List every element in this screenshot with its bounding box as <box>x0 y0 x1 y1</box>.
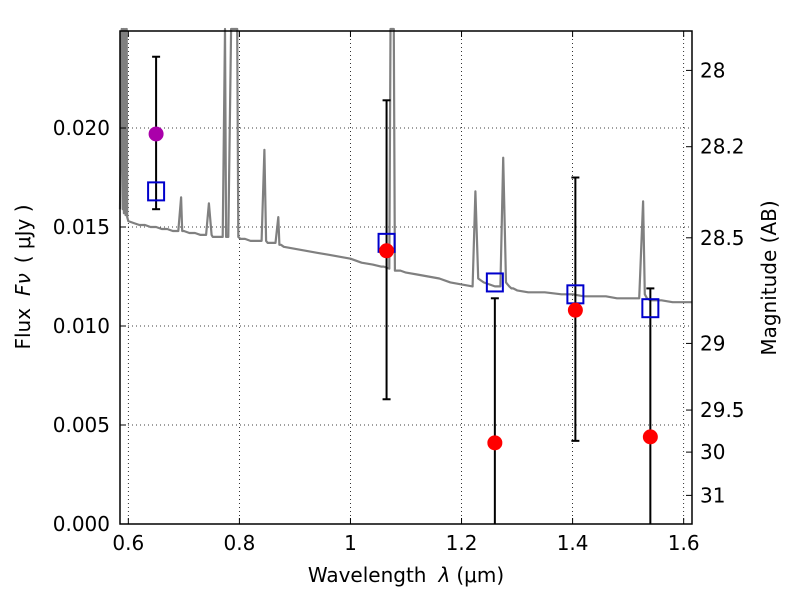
y2-axis-title: Magnitude (AB) <box>757 200 781 355</box>
synthetic-flux-marker <box>485 272 504 293</box>
y-axis-title: FluxFν( μJy ) <box>11 204 35 349</box>
x-tick-label: 1.6 <box>668 531 700 555</box>
y-tick-label: 0.010 <box>53 314 110 338</box>
x-tick-label: 0.6 <box>112 531 144 555</box>
y-tick-label: 0.005 <box>53 413 110 437</box>
y2-tick-label: 29.5 <box>700 398 745 422</box>
observed-flux-marker <box>642 429 658 445</box>
y-tick-label: 0.000 <box>53 512 110 536</box>
observed-flux-marker <box>567 302 583 318</box>
synthetic-flux-marker <box>147 181 166 202</box>
observed-flux-marker <box>487 435 503 451</box>
x-tick-layer: 0.6 0.8 1 1.2 1.4 1.6 <box>112 31 700 555</box>
x-tick-label: 1 <box>344 531 357 555</box>
observed-flux-marker <box>148 126 164 142</box>
y-tick-label: 0.015 <box>53 215 110 239</box>
model-spectrum-line <box>118 27 692 304</box>
synthetic-flux-marker <box>641 298 660 319</box>
y2-tick-label: 31 <box>700 483 725 507</box>
x-tick-label: 1.2 <box>446 531 478 555</box>
observed-points-layer <box>148 126 658 451</box>
model-spectrum-layer <box>118 27 692 304</box>
grid-layer <box>120 31 692 525</box>
plot-frame <box>119 30 693 525</box>
y2-tick-label: 28.2 <box>700 135 745 159</box>
y2-tick-label: 28 <box>700 58 725 82</box>
y-tick-layer: 0.000 0.005 0.010 0.015 0.020 <box>53 116 126 536</box>
x-tick-label: 1.4 <box>557 531 589 555</box>
y2-tick-label: 30 <box>700 440 725 464</box>
x-axis-title: Wavelength λ (μm) <box>308 563 504 587</box>
y2-tick-label: 28.5 <box>700 226 745 250</box>
x-tick-label: 0.8 <box>223 531 255 555</box>
y2-tick-layer: 28 28.2 28.5 29 29.5 30 31 <box>686 58 745 507</box>
synthetic-points-layer <box>147 181 660 319</box>
observed-flux-marker <box>379 243 395 259</box>
errorbar-layer <box>152 55 655 524</box>
y-tick-label: 0.020 <box>53 116 110 140</box>
y2-tick-label: 29 <box>700 331 725 355</box>
